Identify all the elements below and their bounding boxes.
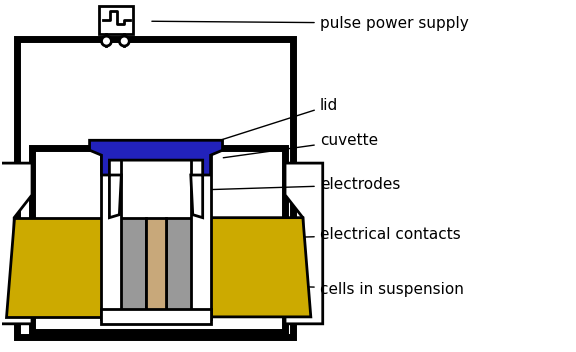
Text: cells in suspension: cells in suspension: [203, 282, 464, 297]
Text: electrodes: electrodes: [203, 177, 400, 193]
Bar: [196, 175, 203, 197]
Bar: [191, 155, 211, 319]
Bar: [101, 309, 211, 324]
Polygon shape: [285, 163, 323, 324]
Polygon shape: [6, 218, 107, 317]
Polygon shape: [146, 218, 166, 317]
Bar: [100, 6, 133, 34]
Bar: [101, 155, 122, 319]
Bar: [17, 39, 293, 337]
Text: pulse power supply: pulse power supply: [152, 16, 468, 31]
Polygon shape: [0, 163, 32, 324]
Polygon shape: [109, 175, 122, 218]
Polygon shape: [191, 175, 203, 218]
Polygon shape: [107, 218, 146, 317]
Polygon shape: [166, 218, 206, 317]
Polygon shape: [90, 140, 222, 175]
Text: lid: lid: [213, 98, 338, 143]
Polygon shape: [206, 218, 311, 317]
Bar: [109, 175, 116, 197]
Text: electrical contacts: electrical contacts: [223, 227, 460, 242]
Text: cuvette: cuvette: [223, 133, 378, 158]
Circle shape: [101, 36, 111, 46]
Circle shape: [119, 36, 129, 46]
Bar: [32, 148, 285, 332]
